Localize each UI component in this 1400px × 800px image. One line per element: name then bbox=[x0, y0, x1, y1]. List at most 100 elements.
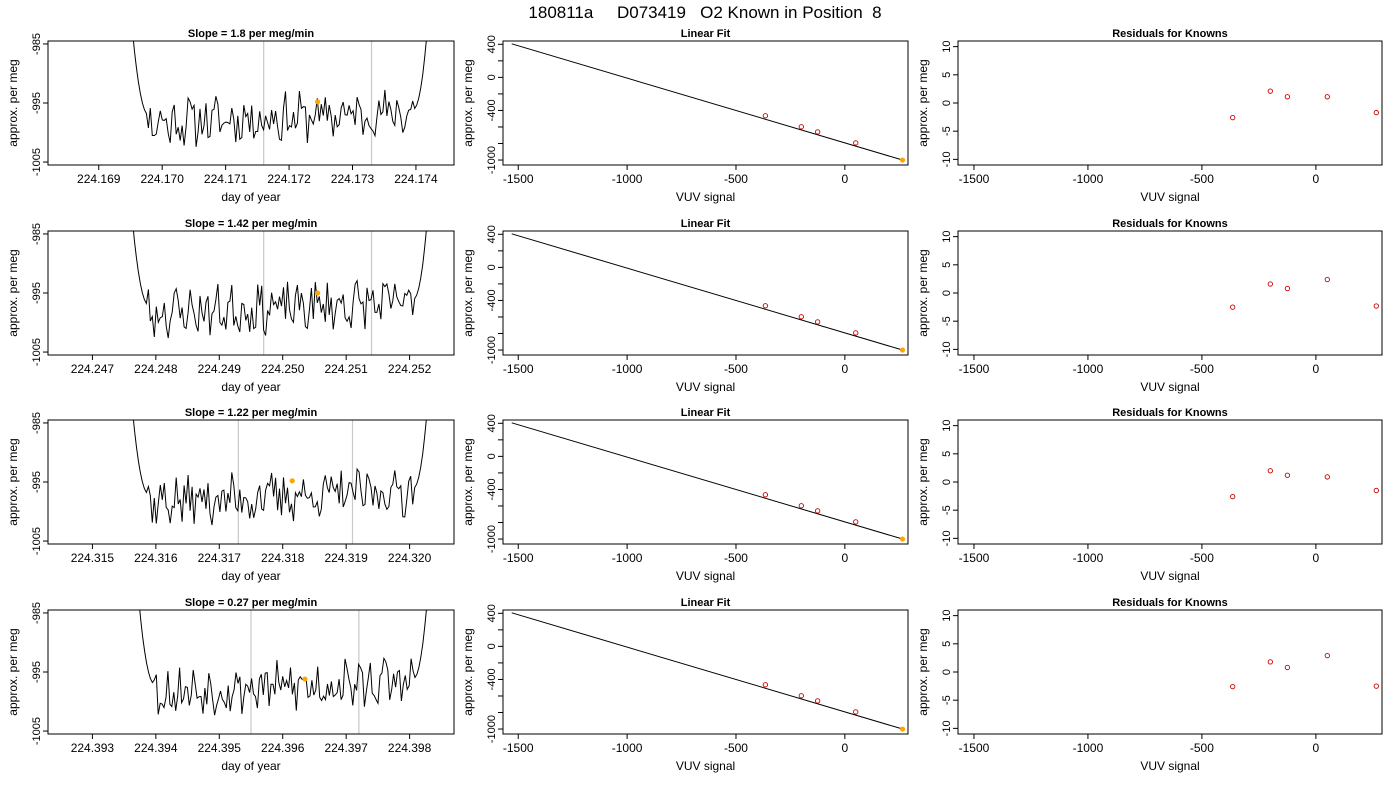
y-tick-label: -400 bbox=[486, 668, 498, 690]
data-point bbox=[762, 113, 769, 119]
x-axis-label: VUV signal bbox=[1140, 190, 1199, 204]
y-tick-label: 10 bbox=[941, 41, 953, 53]
x-axis-label: VUV signal bbox=[676, 759, 735, 773]
x-tick-label: 224.169 bbox=[77, 172, 121, 186]
panel-title: Residuals for Knowns bbox=[1112, 28, 1228, 40]
plot-area bbox=[132, 420, 427, 544]
panel-2-2: Residuals for Knowns -1500 -1000 -500 0 10 5 0 -… bbox=[916, 407, 1383, 583]
y-axis-label: approx. per meg bbox=[461, 628, 475, 715]
y-tick-label: -10 bbox=[941, 720, 953, 736]
x-tick-label: 224.249 bbox=[198, 362, 242, 376]
panel-title: Linear Fit bbox=[681, 597, 731, 609]
x-tick-label: 224.174 bbox=[394, 172, 438, 186]
y-tick-label: -5 bbox=[941, 695, 953, 705]
panel-title: Linear Fit bbox=[681, 407, 731, 419]
data-point bbox=[814, 129, 821, 135]
highlight-point bbox=[899, 347, 906, 353]
panel-3-2: Residuals for Knowns -1500 -1000 -500 0 10 5 0 -… bbox=[916, 597, 1383, 773]
x-axis-label: VUV signal bbox=[1140, 759, 1199, 773]
y-axis-label: approx. per meg bbox=[6, 438, 20, 525]
data-point bbox=[762, 303, 769, 309]
y-tick-label: -1005 bbox=[31, 338, 43, 366]
y-tick-label: -1005 bbox=[31, 148, 43, 176]
highlight-point bbox=[899, 536, 906, 542]
y-tick-label: -400 bbox=[486, 99, 498, 121]
x-tick-label: -1000 bbox=[1073, 362, 1104, 376]
highlight-point bbox=[289, 478, 295, 484]
x-tick-label: -1000 bbox=[612, 362, 643, 376]
y-tick-label: 400 bbox=[486, 225, 498, 243]
plot-frame bbox=[47, 230, 455, 356]
panel-title: Linear Fit bbox=[681, 218, 731, 230]
raw-trace-line bbox=[132, 420, 427, 526]
y-tick-label: 10 bbox=[941, 610, 953, 622]
y-tick-label: 0 bbox=[486, 643, 498, 649]
x-tick-label: 224.393 bbox=[71, 741, 115, 755]
plot-frame bbox=[502, 419, 909, 545]
x-tick-label: -500 bbox=[724, 362, 748, 376]
data-point bbox=[798, 124, 804, 130]
y-tick-label: 0 bbox=[941, 290, 953, 296]
x-axis-label: VUV signal bbox=[1140, 380, 1199, 394]
panels: Slope = 1.8 per meg/min 224.169 224.170 224… bbox=[6, 28, 1383, 773]
plot-area bbox=[1230, 276, 1379, 310]
plot-frame bbox=[502, 40, 909, 166]
y-tick-label: 400 bbox=[486, 35, 498, 53]
data-point bbox=[1230, 684, 1236, 690]
y-axis-label: approx. per meg bbox=[6, 59, 20, 146]
x-tick-label: 224.251 bbox=[324, 362, 368, 376]
x-tick-label: -1500 bbox=[959, 741, 990, 755]
x-axis-label: VUV signal bbox=[676, 569, 735, 583]
y-axis-label: approx. per meg bbox=[6, 249, 20, 336]
x-tick-label: -1500 bbox=[503, 362, 534, 376]
y-axis-label: approx. per meg bbox=[916, 249, 930, 336]
plot-frame bbox=[957, 609, 1383, 735]
y-tick-label: -1005 bbox=[31, 527, 43, 555]
highlight-point bbox=[315, 290, 321, 296]
x-tick-label: -500 bbox=[1190, 362, 1214, 376]
y-tick-label: 0 bbox=[941, 479, 953, 485]
y-tick-label: -985 bbox=[31, 602, 43, 624]
data-point bbox=[1267, 88, 1273, 94]
x-tick-label: 224.394 bbox=[134, 741, 178, 755]
data-point bbox=[1230, 304, 1236, 310]
y-tick-label: 5 bbox=[941, 451, 953, 457]
data-point bbox=[814, 698, 821, 704]
panel-0-2: Residuals for Knowns -1500 -1000 -500 0 10 5 0 -… bbox=[916, 28, 1383, 204]
panel-2-0: Slope = 1.22 per meg/min 224.315 224.316 22… bbox=[6, 407, 455, 583]
y-tick-label: 0 bbox=[486, 74, 498, 80]
y-axis-label: approx. per meg bbox=[916, 628, 930, 715]
y-tick-label: -995 bbox=[31, 661, 43, 683]
panel-title: Slope = 1.22 per meg/min bbox=[185, 407, 318, 419]
x-tick-label: 0 bbox=[1313, 172, 1320, 186]
y-tick-label: 400 bbox=[486, 414, 498, 432]
x-tick-label: 224.319 bbox=[324, 551, 368, 565]
raw-trace-line bbox=[132, 231, 427, 339]
plot-area bbox=[511, 612, 906, 732]
highlight-point bbox=[315, 99, 321, 105]
x-tick-label: 224.318 bbox=[261, 551, 305, 565]
x-tick-label: 224.398 bbox=[388, 741, 432, 755]
raw-trace-line bbox=[139, 610, 427, 716]
x-tick-label: 224.248 bbox=[134, 362, 178, 376]
data-point bbox=[853, 330, 859, 336]
y-tick-label: 0 bbox=[941, 669, 953, 675]
y-tick-label: -10 bbox=[941, 341, 953, 357]
y-tick-label: 5 bbox=[941, 641, 953, 647]
x-axis-label: VUV signal bbox=[676, 380, 735, 394]
data-point bbox=[798, 693, 804, 699]
plot-frame bbox=[502, 609, 909, 735]
data-point bbox=[798, 503, 804, 509]
y-tick-label: 10 bbox=[941, 231, 953, 243]
data-point bbox=[762, 492, 769, 498]
y-axis-label: approx. per meg bbox=[916, 59, 930, 146]
panel-0-1: Linear Fit -1500 -1000 -500 0 400 0 -400 -1000 VU… bbox=[461, 28, 909, 204]
x-axis-label: VUV signal bbox=[676, 190, 735, 204]
plot-area bbox=[132, 41, 427, 165]
x-tick-label: -1500 bbox=[959, 551, 990, 565]
x-axis-label: VUV signal bbox=[1140, 569, 1199, 583]
x-tick-label: 0 bbox=[842, 172, 849, 186]
data-point bbox=[853, 709, 859, 715]
x-tick-label: 224.173 bbox=[331, 172, 375, 186]
highlight-point bbox=[899, 157, 906, 163]
